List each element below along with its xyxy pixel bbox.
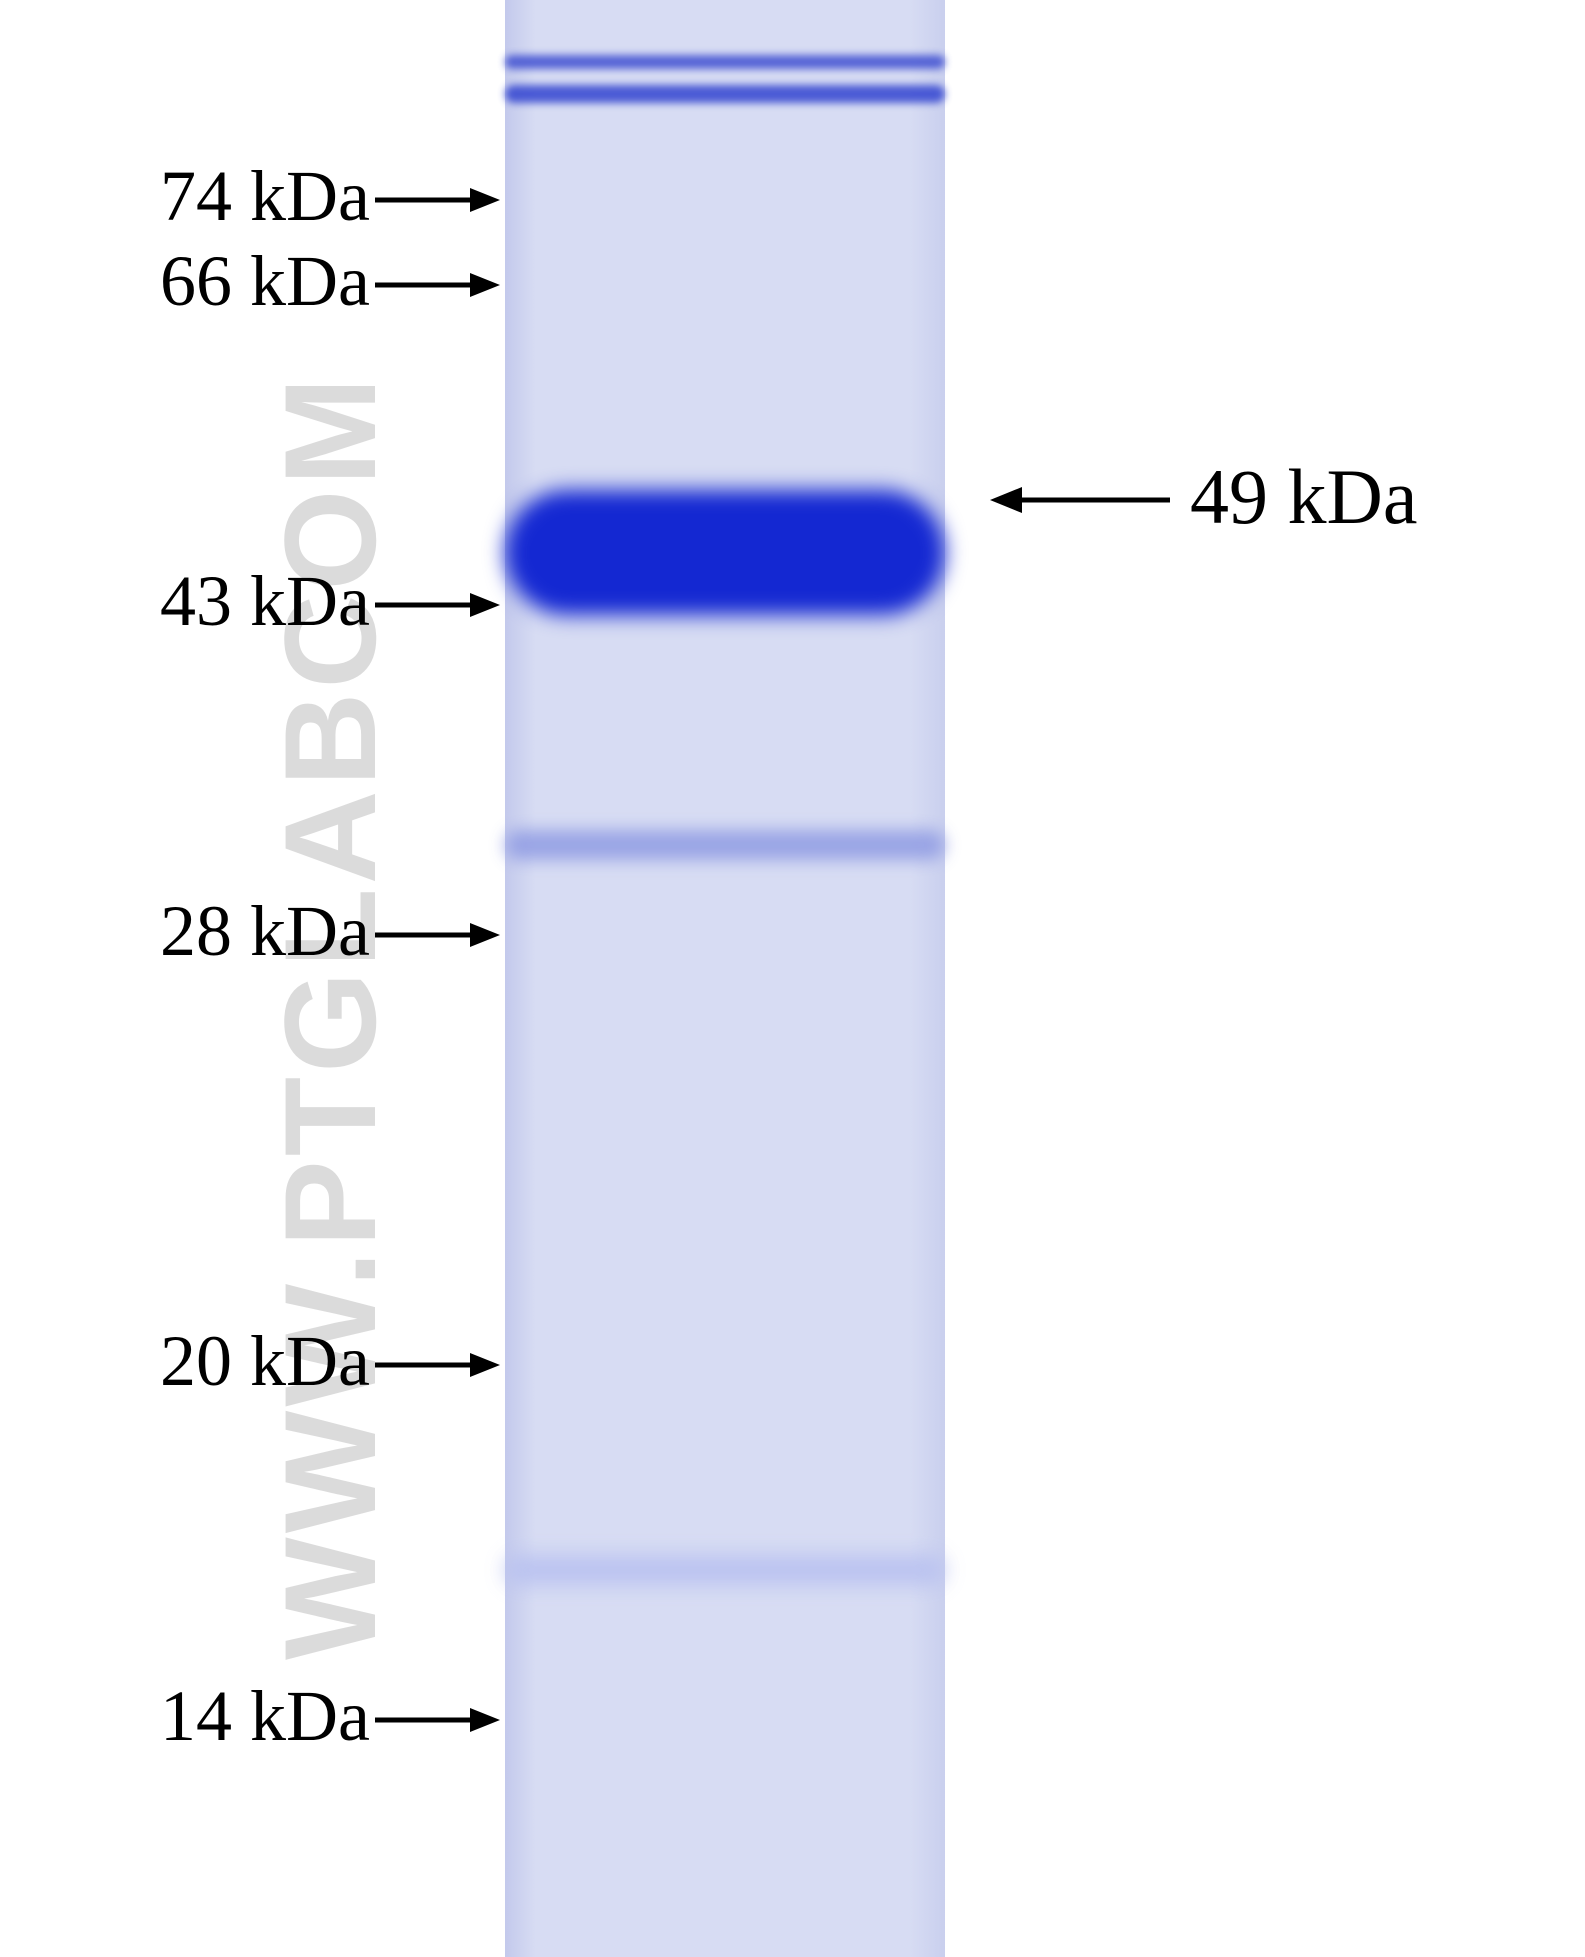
marker-arrow-4	[373, 1339, 562, 1391]
marker-label-20kda: 20 kDa	[160, 1320, 370, 1403]
target-arrow	[988, 472, 1236, 528]
marker-arrow-5	[373, 1694, 562, 1746]
main-49kda-band	[505, 490, 945, 615]
marker-label-66kda: 66 kDa	[160, 240, 370, 323]
marker-arrow-1	[373, 259, 562, 311]
faint-low-band	[505, 1555, 945, 1585]
gel-figure: WWW.PTGLABCOM74 kDa66 kDa43 kDa28 kDa20 …	[0, 0, 1585, 1957]
faint-mid-band	[505, 830, 945, 860]
faint-high-mw-band-2	[505, 85, 945, 103]
marker-arrow-2	[373, 579, 562, 631]
gel-lane	[505, 0, 945, 1957]
marker-arrow-3	[373, 909, 562, 961]
marker-label-14kda: 14 kDa	[160, 1675, 370, 1758]
marker-label-28kda: 28 kDa	[160, 890, 370, 973]
marker-label-74kda: 74 kDa	[160, 155, 370, 238]
faint-high-mw-band-1	[505, 55, 945, 69]
marker-label-43kda: 43 kDa	[160, 560, 370, 643]
marker-arrow-0	[373, 174, 562, 226]
